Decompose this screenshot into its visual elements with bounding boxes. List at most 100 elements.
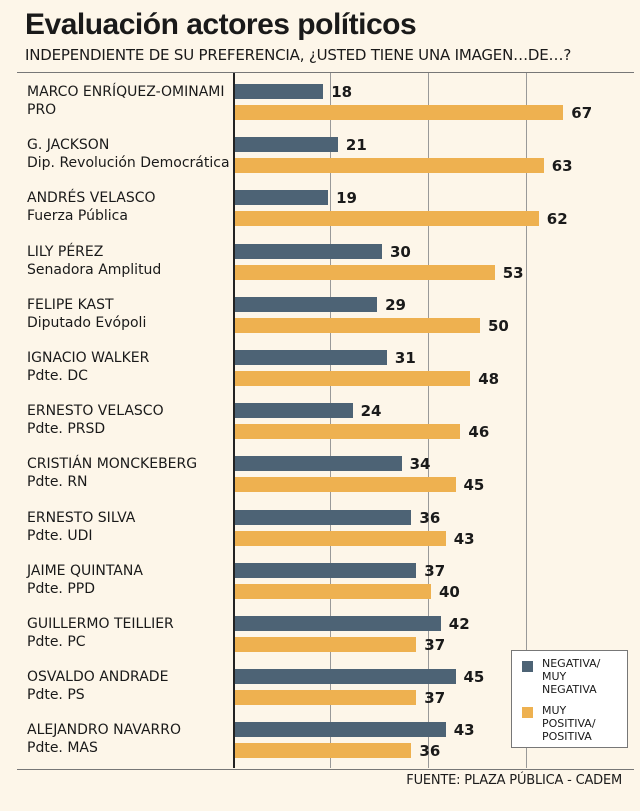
politician-name: ALEJANDRO NAVARRO [27, 722, 182, 739]
plot-panel [17, 72, 634, 770]
row-label-4: FELIPE KAST Diputado Evópoli [27, 296, 146, 332]
politician-role: Fuerza Pública [27, 208, 128, 225]
value-negative-6: 24 [360, 402, 382, 421]
value-positive-2: 62 [546, 210, 568, 229]
politician-name: IGNACIO WALKER [27, 350, 150, 366]
gridline-60 [526, 73, 527, 768]
politician-name: LILY PÉREZ [27, 243, 104, 260]
value-negative-12: 43 [453, 721, 475, 740]
value-negative-11: 45 [463, 668, 485, 687]
politician-name: ERNESTO SILVA [27, 509, 136, 526]
bar-negative-3 [235, 243, 382, 259]
bar-positive-9 [235, 583, 431, 599]
politician-name: OSVALDO ANDRADE [27, 669, 169, 686]
bar-positive-1 [235, 158, 544, 174]
politician-role: Senadora Amplitud [27, 261, 162, 278]
bar-negative-1 [235, 137, 338, 153]
bar-positive-5 [235, 371, 471, 386]
politician-role: Dip. Revolución Democrática [27, 155, 230, 172]
value-negative-8: 36 [419, 508, 441, 527]
bar-negative-8 [235, 509, 412, 525]
legend-negative-line-3: NEGATIVA [542, 683, 597, 696]
bar-positive-12 [235, 743, 412, 759]
politician-role: Diputado Evópoli [27, 314, 147, 331]
value-positive-11: 37 [424, 689, 446, 708]
value-negative-3: 30 [390, 242, 411, 261]
row-label-12: ALEJANDRO NAVARRO Pdte. MAS [27, 721, 181, 757]
bar-negative-11 [235, 669, 456, 685]
politician-role: Pdte. MAS [27, 740, 98, 757]
value-negative-1: 21 [345, 136, 367, 155]
bar-positive-0 [235, 105, 564, 120]
politician-role: Pdte. PPD [27, 580, 95, 597]
value-positive-6: 46 [468, 423, 490, 442]
bar-negative-2 [235, 190, 329, 206]
politician-role: Pdte. DC [27, 368, 88, 384]
legend: NEGATIVA/ MUY NEGATIVA MUY POSITIVA/ POS… [511, 650, 628, 748]
value-positive-1: 63 [551, 157, 573, 176]
row-label-7: CRISTIÁN MONCKEBERG Pdte. RN [27, 455, 197, 491]
politician-role: Pdte. UDI [27, 527, 93, 544]
politician-name: GUILLERMO TEILLIER [27, 616, 174, 632]
bar-positive-3 [235, 264, 495, 280]
gridline-20 [330, 73, 331, 768]
legend-swatch-negative [522, 661, 533, 672]
value-negative-7: 34 [409, 455, 431, 474]
politician-role: Pdte. PC [27, 634, 86, 650]
legend-negative-line-2: MUY [542, 670, 567, 683]
row-label-3: LILY PÉREZ Senadora Amplitud [27, 243, 161, 279]
value-positive-10: 37 [424, 636, 446, 654]
bar-negative-0 [235, 84, 324, 99]
politician-name: JAIME QUINTANA [27, 562, 143, 579]
value-positive-5: 48 [478, 370, 500, 388]
value-negative-0: 18 [331, 83, 353, 101]
chart-subtitle: INDEPENDIENTE DE SU PREFERENCIA, ¿USTED … [25, 46, 572, 64]
bar-negative-7 [235, 456, 402, 472]
bar-positive-7 [235, 477, 456, 493]
bar-positive-8 [235, 530, 446, 546]
row-label-8: ERNESTO SILVA Pdte. UDI [27, 509, 135, 545]
bar-negative-9 [235, 562, 417, 578]
value-negative-4: 29 [385, 295, 406, 314]
value-positive-9: 40 [439, 582, 460, 601]
politician-name: FELIPE KAST [27, 296, 114, 313]
gridline-40 [428, 73, 429, 768]
bar-negative-12 [235, 722, 446, 738]
chart-title: Evaluación actores políticos [25, 8, 417, 41]
bar-negative-4 [235, 296, 378, 312]
legend-positive-line-1: MUY [542, 704, 567, 717]
bar-negative-5 [235, 350, 387, 365]
politician-name: ERNESTO VELASCO [27, 403, 164, 420]
row-label-0: MARCO ENRÍQUEZ-OMINAMI PRO [27, 83, 225, 119]
bar-negative-6 [235, 403, 353, 419]
value-positive-0: 67 [571, 104, 593, 122]
value-negative-5: 31 [394, 349, 416, 367]
row-label-5: IGNACIO WALKER Pdte. DC [27, 349, 149, 385]
bar-positive-11 [235, 690, 417, 706]
politician-name: MARCO ENRÍQUEZ-OMINAMI [27, 84, 225, 100]
row-label-10: GUILLERMO TEILLIER Pdte. PC [27, 615, 174, 651]
value-positive-7: 45 [463, 476, 485, 495]
legend-label-negative: NEGATIVA/ MUY NEGATIVA [542, 657, 600, 696]
row-label-11: OSVALDO ANDRADE Pdte. PS [27, 668, 168, 704]
politician-name: ANDRÉS VELASCO [27, 190, 156, 207]
legend-label-positive: MUY POSITIVA/ POSITIVA [542, 704, 596, 743]
value-negative-9: 37 [424, 561, 446, 580]
row-label-2: ANDRÉS VELASCO Fuerza Pública [27, 189, 156, 225]
value-positive-3: 53 [502, 263, 524, 282]
bar-positive-2 [235, 211, 539, 227]
value-positive-8: 43 [453, 529, 475, 548]
y-axis-line [233, 73, 235, 768]
legend-positive-line-2: POSITIVA/ [542, 717, 596, 730]
politician-name: CRISTIÁN MONCKEBERG [27, 456, 198, 473]
row-label-9: JAIME QUINTANA Pdte. PPD [27, 562, 143, 598]
bar-negative-10 [235, 616, 441, 631]
legend-positive-line-3: POSITIVA [542, 730, 592, 743]
value-positive-12: 36 [419, 742, 441, 761]
politician-role: Pdte. PRSD [27, 421, 106, 438]
value-negative-10: 42 [448, 615, 470, 633]
politician-role: PRO [27, 102, 57, 118]
value-negative-2: 19 [336, 189, 357, 208]
bar-positive-4 [235, 317, 480, 333]
bar-positive-10 [235, 637, 417, 652]
